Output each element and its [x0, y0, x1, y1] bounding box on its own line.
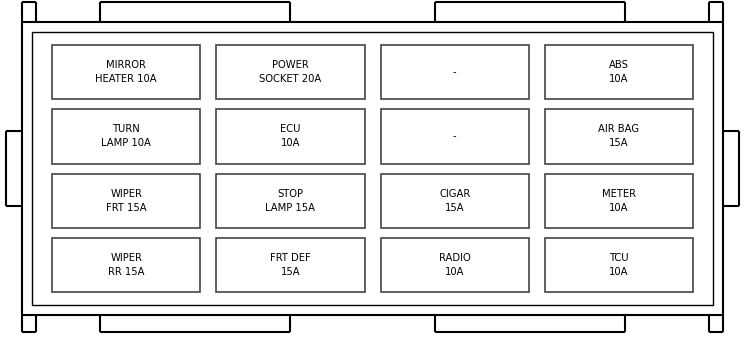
Text: ECU
10A: ECU 10A — [280, 124, 301, 148]
Text: TCU
10A: TCU 10A — [609, 253, 629, 277]
Bar — [52, 238, 200, 292]
Text: ABS
10A: ABS 10A — [609, 60, 629, 84]
Text: METER
10A: METER 10A — [602, 189, 636, 212]
Bar — [380, 109, 529, 164]
Text: POWER
SOCKET 20A: POWER SOCKET 20A — [260, 60, 322, 84]
Bar — [32, 32, 713, 305]
Text: STOP
LAMP 15A: STOP LAMP 15A — [266, 189, 316, 212]
Bar — [216, 238, 365, 292]
Bar — [52, 109, 200, 164]
Bar — [545, 45, 693, 99]
Text: MIRROR
HEATER 10A: MIRROR HEATER 10A — [95, 60, 157, 84]
Bar — [216, 45, 365, 99]
Bar — [52, 45, 200, 99]
Text: -: - — [453, 131, 457, 141]
Bar — [545, 238, 693, 292]
Bar — [380, 45, 529, 99]
Text: RADIO
10A: RADIO 10A — [439, 253, 471, 277]
Text: WIPER
RR 15A: WIPER RR 15A — [108, 253, 145, 277]
Bar — [380, 173, 529, 228]
Bar — [216, 173, 365, 228]
Bar — [380, 238, 529, 292]
Text: AIR BAG
15A: AIR BAG 15A — [598, 124, 639, 148]
Text: FRT DEF
15A: FRT DEF 15A — [270, 253, 311, 277]
Text: TURN
LAMP 10A: TURN LAMP 10A — [101, 124, 151, 148]
Bar — [52, 173, 200, 228]
Text: WIPER
FRT 15A: WIPER FRT 15A — [106, 189, 146, 212]
Bar — [545, 173, 693, 228]
Bar — [545, 109, 693, 164]
Text: -: - — [453, 67, 457, 77]
Bar — [216, 109, 365, 164]
Text: CIGAR
15A: CIGAR 15A — [439, 189, 470, 212]
